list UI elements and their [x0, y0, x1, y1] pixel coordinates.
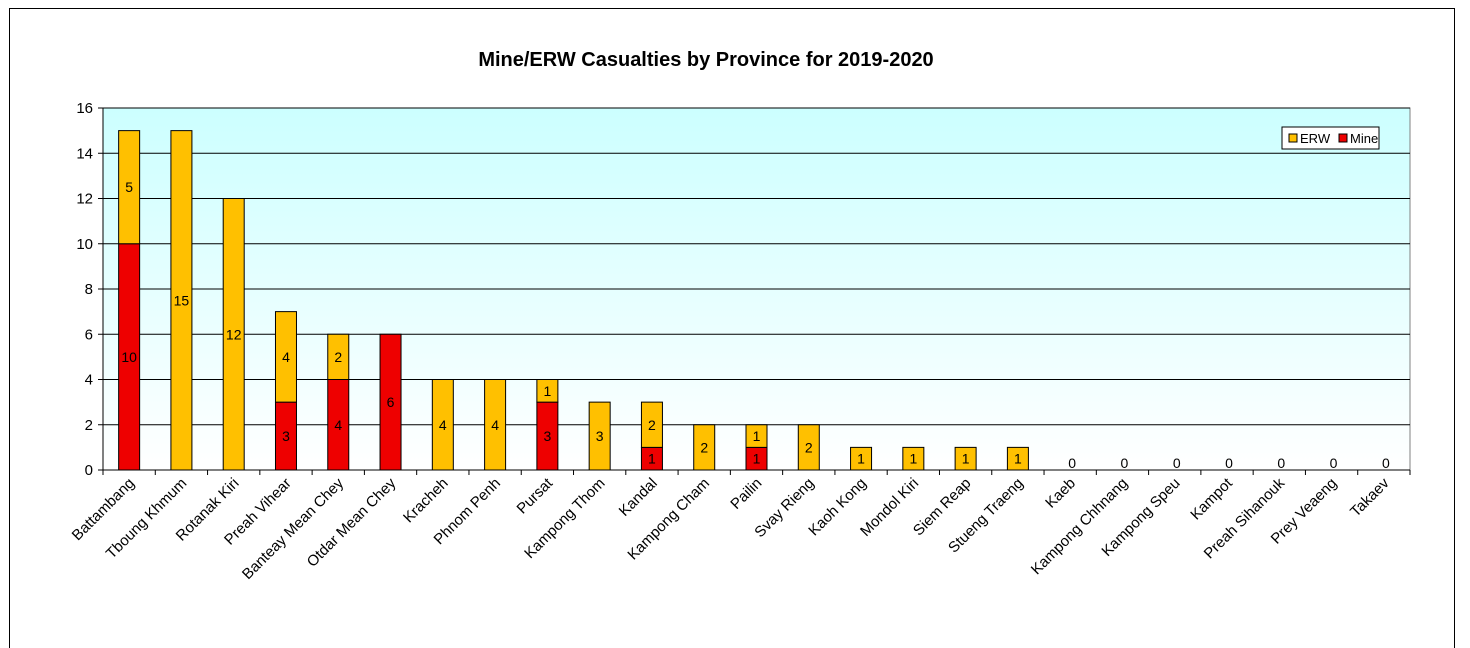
- x-tick-label: Banteay Mean Chey: [239, 474, 347, 582]
- data-label: 1: [648, 451, 656, 467]
- bar-erw: [170, 130, 193, 471]
- x-tick-label: Kaeb: [1042, 475, 1079, 512]
- x-tick-label: Kampot: [1187, 474, 1236, 523]
- data-label: 4: [491, 417, 499, 433]
- data-label: 1: [909, 451, 917, 467]
- data-label: 4: [282, 349, 290, 365]
- bar-erw: [1006, 446, 1029, 471]
- legend-swatch-erw: [1288, 133, 1298, 143]
- y-tick-label: 16: [76, 100, 93, 117]
- data-label: 2: [334, 349, 342, 365]
- legend-swatch-mine: [1338, 133, 1348, 143]
- bar-erw: [484, 379, 507, 471]
- x-tick-label: Kandal: [616, 475, 661, 520]
- y-tick-label: 12: [76, 191, 93, 208]
- data-label: 1: [753, 451, 761, 467]
- bar-erw: [902, 446, 925, 471]
- data-label: 4: [334, 417, 342, 433]
- bar-erw: [640, 401, 663, 448]
- bar-erw: [693, 424, 716, 471]
- data-label: 15: [174, 292, 190, 308]
- x-tick-label: Otdar Mean Chey: [304, 474, 400, 570]
- x-tick-label: Pailin: [727, 475, 765, 513]
- bar-erw: [222, 198, 245, 471]
- data-label: 5: [125, 179, 133, 195]
- data-label: 10: [121, 349, 137, 365]
- data-label: 1: [857, 451, 865, 467]
- data-label: 3: [543, 428, 551, 444]
- data-label: 0: [1382, 455, 1390, 471]
- data-label: 1: [1014, 451, 1022, 467]
- bar-erw: [850, 446, 873, 471]
- legend-label-mine: Mine: [1350, 131, 1378, 146]
- data-label: 2: [700, 439, 708, 455]
- data-label: 0: [1277, 455, 1285, 471]
- y-tick-label: 6: [85, 326, 93, 343]
- y-tick-label: 14: [76, 145, 93, 162]
- data-label: 4: [439, 417, 447, 433]
- y-tick-label: 4: [85, 372, 93, 389]
- bar-erw: [118, 130, 141, 245]
- data-label: 1: [543, 383, 551, 399]
- data-label: 0: [1225, 455, 1233, 471]
- bar-erw: [745, 424, 768, 448]
- data-label: 3: [596, 428, 604, 444]
- data-label: 0: [1173, 455, 1181, 471]
- legend-label-erw: ERW: [1300, 131, 1331, 146]
- bar-erw: [954, 446, 977, 471]
- bar-erw: [588, 401, 611, 471]
- x-tick-label: Pursat: [514, 474, 557, 517]
- data-label: 0: [1330, 455, 1338, 471]
- x-tick-label: Kampong Chhnang: [1028, 475, 1131, 578]
- data-label: 2: [805, 439, 813, 455]
- data-label: 0: [1121, 455, 1129, 471]
- bar-erw: [274, 311, 297, 403]
- data-label: 1: [962, 451, 970, 467]
- data-label: 12: [226, 326, 242, 342]
- data-label: 1: [753, 428, 761, 444]
- bar-erw: [536, 379, 559, 403]
- chart-title: Mine/ERW Casualties by Province for 2019…: [478, 49, 934, 71]
- y-tick-label: 0: [85, 462, 93, 479]
- data-label: 3: [282, 428, 290, 444]
- data-label: 0: [1068, 455, 1076, 471]
- x-tick-label: Takaev: [1347, 474, 1393, 520]
- y-tick-label: 10: [76, 236, 93, 253]
- data-label: 6: [387, 394, 395, 410]
- bar-erw: [327, 333, 350, 380]
- bar-mine: [379, 333, 402, 471]
- y-tick-label: 8: [85, 281, 93, 298]
- bar-erw: [797, 424, 820, 471]
- bar-erw: [431, 379, 454, 471]
- y-tick-label: 2: [85, 417, 93, 434]
- legend: [1281, 126, 1380, 150]
- x-tick-label: Kracheh: [400, 475, 452, 527]
- data-label: 2: [648, 417, 656, 433]
